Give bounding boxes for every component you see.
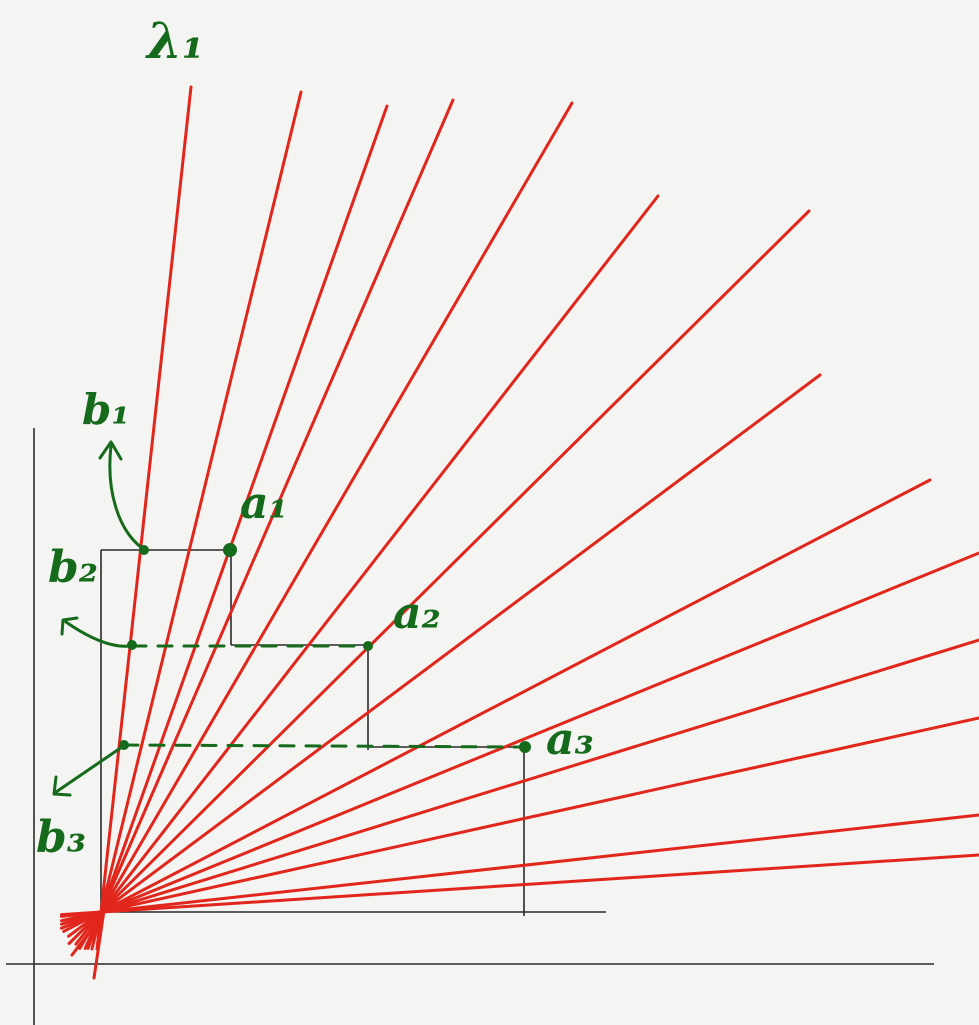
label-a1: a₁ bbox=[240, 478, 288, 529]
red-ray-12 bbox=[60, 716, 979, 923]
red-rays bbox=[60, 85, 979, 980]
red-ray-tail-2 bbox=[92, 895, 108, 980]
label-lambda: λ₁ bbox=[145, 11, 204, 70]
red-ray-9 bbox=[62, 478, 932, 933]
red-ray-13 bbox=[60, 813, 979, 918]
red-ray-6 bbox=[74, 194, 660, 946]
point-a3 bbox=[519, 741, 531, 753]
dashed-levels bbox=[122, 644, 526, 749]
label-b1: b₁ bbox=[82, 385, 130, 434]
arrows bbox=[52, 440, 144, 797]
red-ray-5 bbox=[78, 101, 574, 950]
red-ray-11 bbox=[60, 638, 979, 926]
points bbox=[119, 543, 531, 753]
label-b2: b₂ bbox=[48, 542, 98, 593]
arrow-b2-head bbox=[60, 616, 79, 636]
arrow-b2-curve bbox=[64, 620, 131, 648]
red-ray-tail-1 bbox=[70, 896, 117, 957]
arrow-b1-curve bbox=[108, 444, 144, 550]
label-a2: a₂ bbox=[393, 588, 441, 639]
arrow-b3-head bbox=[52, 775, 72, 797]
point-a1 bbox=[223, 543, 237, 557]
arrow-b1-head bbox=[98, 440, 123, 461]
red-ray-7 bbox=[67, 209, 811, 945]
red-ray-8 bbox=[67, 373, 822, 938]
red-ray-4 bbox=[83, 98, 455, 950]
label-a3: a₃ bbox=[546, 714, 594, 765]
axes bbox=[6, 428, 934, 1025]
red-ray-10 bbox=[60, 551, 979, 930]
point-a2 bbox=[363, 641, 373, 651]
label-b3: b₃ bbox=[36, 812, 86, 863]
arrow-b3-line bbox=[54, 745, 124, 794]
point-b2 bbox=[127, 640, 137, 650]
red-ray-1 bbox=[95, 85, 193, 951]
dashed-line-b3 bbox=[122, 743, 526, 749]
red-ray-14 bbox=[60, 853, 979, 917]
labels: λ₁ a₁ a₂ a₃ b₁ b₂ b₃ bbox=[36, 11, 594, 863]
red-ray-2 bbox=[90, 90, 303, 951]
red-ray-3 bbox=[86, 104, 389, 950]
